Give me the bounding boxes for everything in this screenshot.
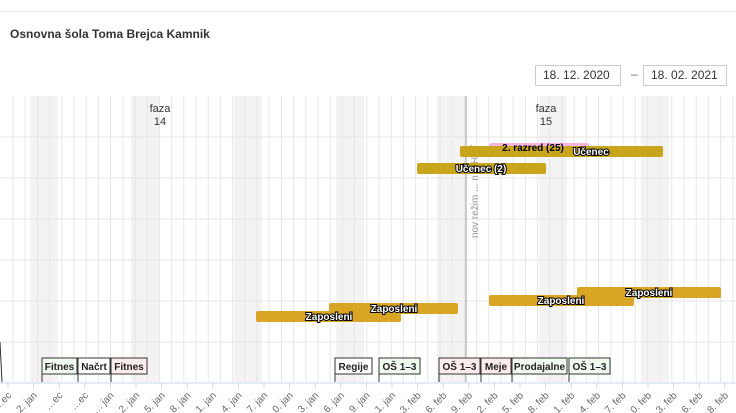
- timeline-chart: faza 14 faza 15 nov režim ... n a HAT 2.…: [0, 96, 736, 413]
- x-axis-tick-label: 6. jan: [322, 390, 347, 413]
- event-flag-label: Prodajalne: [514, 362, 566, 373]
- event-flag[interactable]: [511, 357, 568, 375]
- event-flag[interactable]: [41, 357, 78, 375]
- timeline-bars: 2. razred (25) Učenec Učenec (2) Zaposleni Z…: [256, 143, 721, 324]
- x-axis-tick-label: …ec: [69, 390, 91, 412]
- weekend-band: [539, 96, 567, 382]
- weekend-band: [437, 96, 465, 382]
- page-title: Osnovna šola Toma Brejca Kamnik: [10, 27, 210, 41]
- timeline-bar-label: Zaposleni: [538, 296, 585, 307]
- x-axis-tick-label: 6. feb: [424, 390, 450, 413]
- x-axis-tick-label: 4. feb: [577, 390, 603, 413]
- phase-label: faza: [536, 103, 558, 115]
- regime-change-label: nov režim ... n a HAT: [470, 145, 481, 238]
- x-axis-tick-label: 8. feb: [705, 390, 731, 413]
- weekend-band: [131, 96, 159, 382]
- x-axis-tick-label: 3. feb: [398, 390, 424, 413]
- x-axis-tick-label: 1. jan: [373, 390, 398, 413]
- x-axis-tick-label: 3. feb: [654, 390, 680, 413]
- event-flags: Fitnes Načrt Fitnes Regije OŠ 1–3 OŠ 1–3 Meje P…: [0, 341, 611, 383]
- event-flag[interactable]: [568, 357, 611, 375]
- timeline-bar-label: Učenec (2): [456, 164, 507, 175]
- x-axis-tick-label: 8. jan: [168, 390, 193, 413]
- x-axis-tick-label: 2. jan: [117, 390, 142, 413]
- timeline-bar[interactable]: [329, 303, 458, 314]
- event-flag[interactable]: [378, 357, 421, 375]
- timeline-svg: faza 14 faza 15 nov režim ... n a HAT 2.…: [0, 96, 736, 413]
- event-flag-label: Regije: [338, 362, 368, 373]
- event-flag[interactable]: [110, 357, 148, 375]
- x-axis-tick-label: 8. feb: [526, 390, 552, 413]
- x-axis-tick-label: 1. feb: [552, 390, 578, 413]
- timeline-bar-label: Zaposleni: [306, 312, 353, 323]
- grid-lines: [0, 96, 736, 382]
- event-flag[interactable]: [480, 357, 512, 375]
- x-axis-tick-label: 7. jan: [245, 390, 270, 413]
- weekend-bands: [30, 96, 669, 382]
- x-axis-tick-label: 9. feb: [449, 390, 475, 413]
- event-flag-label: Načrt: [81, 362, 107, 373]
- date-to-input[interactable]: 18. 02. 2021: [643, 65, 727, 86]
- x-axis-tick-label: …. jan: [88, 390, 116, 413]
- weekend-band: [30, 96, 58, 382]
- top-divider: [0, 11, 736, 12]
- timeline-bar-label: Zaposleni: [626, 288, 673, 299]
- phase-number: 14: [154, 116, 166, 128]
- date-from-input[interactable]: 18. 12. 2020: [535, 65, 621, 86]
- weekend-band: [234, 96, 262, 382]
- timeline-bar-label: Učenec: [573, 147, 609, 158]
- x-axis-ticks: …ec 2. jan …ec …ec…. jan 2. jan 5. jan 8. jan 1…: [0, 383, 731, 413]
- x-axis-tick-label: 1. jan: [194, 390, 219, 413]
- x-axis-tick-label: 2. jan: [15, 390, 40, 413]
- timeline-bar-label: 2. razred (25): [502, 143, 564, 154]
- weekend-band: [641, 96, 669, 382]
- event-flag-label: OŠ 1–3: [573, 360, 607, 373]
- phase-number: 15: [540, 116, 552, 128]
- x-axis-tick-label: 7. feb: [603, 390, 629, 413]
- x-axis-tick-label: 4. jan: [219, 390, 244, 413]
- event-flag-label: OŠ 1–3: [443, 360, 477, 373]
- timeline-bar[interactable]: [417, 163, 546, 174]
- x-axis-tick-label: 0. feb: [629, 390, 655, 413]
- flag-pole: [0, 341, 3, 383]
- event-flag-label: Fitnes: [45, 362, 75, 373]
- phase-label: faza: [150, 103, 172, 115]
- date-range-separator: –: [631, 67, 638, 81]
- event-flag-label: OŠ 1–3: [383, 360, 417, 373]
- event-flag-label: Fitnes: [114, 362, 144, 373]
- x-axis-tick-label: 5. jan: [143, 390, 168, 413]
- event-flag[interactable]: [438, 357, 481, 375]
- event-flag-label: Meje: [485, 362, 508, 373]
- timeline-bar[interactable]: [577, 287, 721, 298]
- x-axis-tick-label: 2. feb: [475, 390, 501, 413]
- event-flag[interactable]: [77, 357, 111, 375]
- x-axis-tick-label: 9. jan: [347, 390, 372, 413]
- x-axis-tick-label: 0. jan: [271, 390, 296, 413]
- x-axis-tick-label: …ec: [43, 390, 65, 412]
- x-axis-tick-label: 6. feb: [680, 390, 706, 413]
- x-axis-tick-label: 5. feb: [501, 390, 527, 413]
- timeline-bar-label: Zaposleni: [371, 304, 418, 315]
- event-flag[interactable]: [334, 357, 373, 375]
- x-axis-tick-label: …ec: [0, 390, 14, 412]
- x-axis-tick-label: 3. jan: [296, 390, 321, 413]
- weekend-band: [336, 96, 364, 382]
- timeline-bar[interactable]: [460, 146, 663, 157]
